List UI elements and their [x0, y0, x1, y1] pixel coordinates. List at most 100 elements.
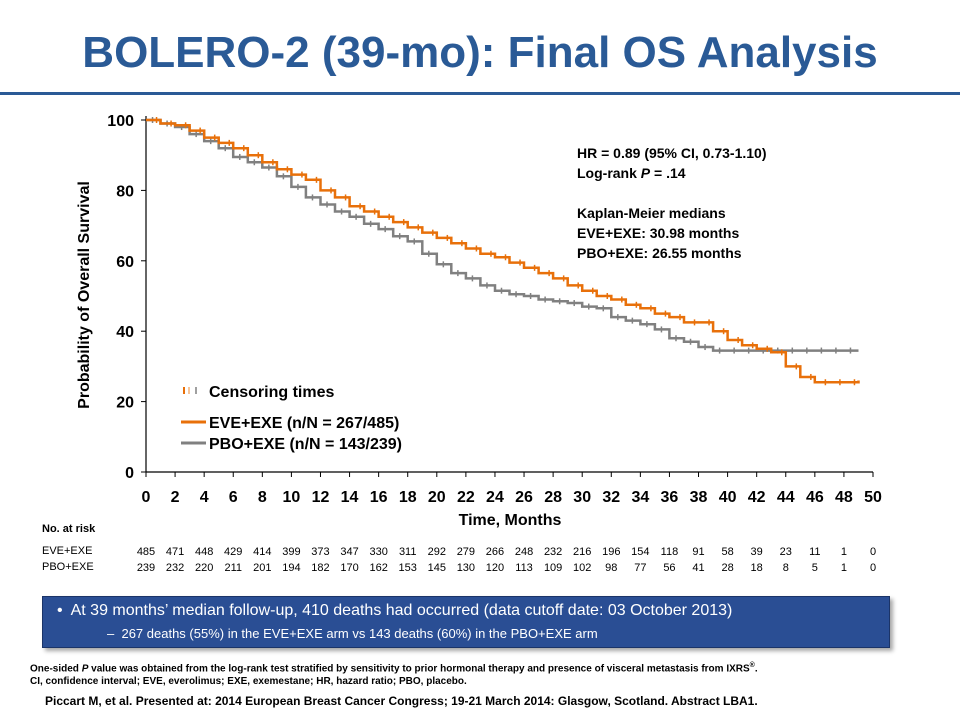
x-tick-label: 36 [661, 489, 679, 506]
logrank-text: Log-rank P = .14 [577, 165, 686, 181]
x-tick-label: 14 [341, 489, 359, 506]
at-risk-count: 11 [809, 546, 820, 558]
at-risk-count: 429 [224, 546, 242, 558]
at-risk-count: 448 [195, 546, 213, 558]
y-tick-label: 40 [116, 324, 134, 341]
callout-bullet-2: – 267 deaths (55%) in the EVE+EXE arm vs… [107, 626, 598, 641]
at-risk-count: 77 [634, 562, 646, 574]
at-risk-count: 23 [780, 546, 792, 558]
km-chart: Probability of Overall Survival Time, Mo… [76, 113, 882, 529]
at-risk-count: 1 [841, 546, 847, 558]
legend-censoring-label: Censoring times [209, 384, 334, 401]
callout-bullet-1: • At 39 months’ median follow-up, 410 de… [57, 602, 733, 619]
at-risk-count: 232 [544, 546, 562, 558]
km-curve-pbo-exe [146, 118, 859, 352]
at-risk-count: 399 [282, 546, 300, 558]
medians-title: Kaplan-Meier medians [577, 205, 726, 221]
y-axis-label: Probability of Overall Survival [76, 181, 93, 409]
at-risk-count: 194 [282, 562, 300, 574]
y-tick-label: 80 [116, 183, 134, 200]
y-tick-label: 0 [125, 465, 134, 482]
callout-box: • At 39 months’ median follow-up, 410 de… [42, 596, 890, 648]
x-axis-label: Time, Months [459, 512, 562, 529]
at-risk-count: 239 [137, 562, 155, 574]
x-tick-label: 8 [258, 489, 267, 506]
at-risk-count: 56 [663, 562, 675, 574]
stats-box: HR = 0.89 (95% CI, 0.73-1.10) Log-rank P… [577, 143, 767, 263]
footnote: One-sided P value was obtained from the … [30, 659, 758, 688]
x-tick-label: 30 [573, 489, 591, 506]
x-tick-label: 44 [777, 489, 795, 506]
citation: Piccart M, et al. Presented at: 2014 Eur… [45, 694, 758, 708]
at-risk-count: 113 [515, 562, 533, 574]
at-risk-count: 162 [369, 562, 387, 574]
x-tick-label: 4 [200, 489, 209, 506]
x-tick-label: 40 [719, 489, 737, 506]
at-risk-count: 311 [399, 546, 417, 558]
at-risk-count: 118 [661, 546, 679, 558]
at-risk-count: 292 [428, 546, 446, 558]
y-tick-label: 20 [116, 395, 134, 412]
at-risk-count: 8 [783, 562, 789, 574]
at-risk-count: 154 [631, 546, 649, 558]
at-risk-count: 248 [515, 546, 533, 558]
at-risk-count: 0 [870, 562, 876, 574]
at-risk-count: 182 [311, 562, 329, 574]
x-tick-label: 2 [171, 489, 180, 506]
title-divider [0, 92, 960, 95]
median-eve: EVE+EXE: 30.98 months [577, 225, 740, 241]
at-risk-count: 196 [602, 546, 620, 558]
x-tick-label: 20 [428, 489, 446, 506]
at-risk-count: 330 [369, 546, 387, 558]
x-tick-label: 34 [631, 489, 649, 506]
at-risk-count: 153 [399, 562, 417, 574]
at-risk-count: 266 [486, 546, 504, 558]
at-risk-count: 373 [311, 546, 329, 558]
at-risk-count: 279 [457, 546, 475, 558]
slide-title: BOLERO-2 (39-mo): Final OS Analysis [82, 28, 878, 77]
at-risk-count: 485 [137, 546, 155, 558]
chart-legend: Censoring times EVE+EXE (n/N = 267/485) … [181, 384, 402, 453]
x-tick-label: 50 [864, 489, 882, 506]
x-tick-label: 48 [835, 489, 853, 506]
at-risk-count: 98 [605, 562, 617, 574]
at-risk-count: 211 [224, 562, 242, 574]
at-risk-count: 102 [573, 562, 591, 574]
x-tick-label: 0 [142, 489, 151, 506]
x-tick-label: 6 [229, 489, 238, 506]
hazard-ratio-text: HR = 0.89 (95% CI, 0.73-1.10) [577, 145, 767, 161]
x-tick-label: 18 [399, 489, 417, 506]
at-risk-title: No. at risk [42, 523, 96, 535]
legend-label-pbo: PBO+EXE (n/N = 143/239) [209, 436, 402, 453]
at-risk-arm-eve: EVE+EXE [42, 545, 93, 557]
at-risk-count: 130 [457, 562, 475, 574]
x-tick-label: 32 [602, 489, 620, 506]
at-risk-count: 170 [340, 562, 358, 574]
at-risk-count: 216 [573, 546, 591, 558]
at-risk-count: 91 [692, 546, 704, 558]
x-tick-label: 38 [690, 489, 708, 506]
legend-censoring-marker [183, 387, 197, 394]
at-risk-count: 28 [721, 562, 733, 574]
at-risk-count: 201 [253, 562, 271, 574]
footnote-line-1: One-sided P value was obtained from the … [30, 662, 758, 675]
x-tick-label: 12 [312, 489, 330, 506]
x-tick-label: 28 [544, 489, 562, 506]
at-risk-count: 1 [841, 562, 847, 574]
at-risk-count: 109 [544, 562, 562, 574]
at-risk-count: 220 [195, 562, 213, 574]
at-risk-count: 58 [721, 546, 733, 558]
at-risk-count: 120 [486, 562, 504, 574]
x-tick-label: 24 [486, 489, 504, 506]
median-pbo: PBO+EXE: 26.55 months [577, 245, 742, 261]
x-tick-label: 46 [806, 489, 824, 506]
x-tick-label: 10 [283, 489, 301, 506]
y-tick-label: 100 [107, 113, 134, 130]
km-curve-eve-exe [146, 118, 860, 384]
at-risk-count: 39 [751, 546, 763, 558]
at-risk-count: 414 [253, 546, 271, 558]
at-risk-arm-pbo: PBO+EXE [42, 561, 94, 573]
at-risk-table: 485 471 448 429 414 399 373 347 330 311 292 279 266 2… [137, 546, 876, 574]
x-tick-label: 16 [370, 489, 388, 506]
at-risk-count: 232 [166, 562, 184, 574]
